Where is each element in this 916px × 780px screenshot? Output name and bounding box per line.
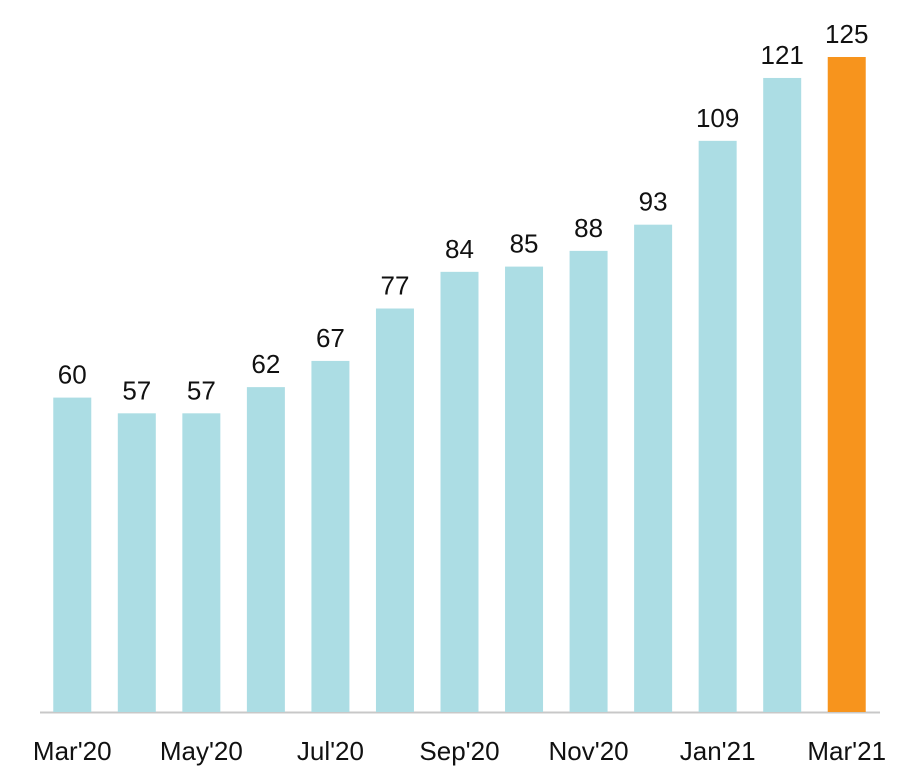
bar [117, 413, 156, 712]
value-label: 109 [696, 103, 739, 133]
value-label: 125 [825, 19, 868, 49]
value-label: 85 [510, 229, 539, 259]
x-tick-label: Mar'21 [807, 736, 886, 766]
bar [634, 224, 673, 712]
bar [763, 77, 802, 712]
x-tick-label: Nov'20 [549, 736, 629, 766]
value-label: 77 [381, 271, 410, 301]
bar [311, 360, 350, 712]
value-label: 67 [316, 323, 345, 353]
value-label: 57 [187, 375, 216, 405]
value-label: 88 [574, 213, 603, 243]
x-tick-label: Sep'20 [419, 736, 499, 766]
value-label: 60 [58, 360, 87, 390]
bar [505, 266, 544, 712]
bar [182, 413, 221, 712]
bar [246, 387, 285, 712]
bar [569, 250, 608, 712]
x-tick-label: May'20 [160, 736, 243, 766]
value-label: 57 [122, 375, 151, 405]
value-label: 62 [251, 349, 280, 379]
x-tick-label: Jul'20 [297, 736, 364, 766]
bar [698, 140, 737, 713]
bar [375, 308, 414, 712]
value-label: 93 [639, 187, 668, 217]
x-tick-label: Jan'21 [680, 736, 756, 766]
bar [440, 271, 479, 712]
bar [827, 57, 866, 712]
bar [53, 397, 92, 712]
value-label: 121 [760, 40, 803, 70]
value-label: 84 [445, 234, 474, 264]
x-tick-label: Mar'20 [33, 736, 112, 766]
